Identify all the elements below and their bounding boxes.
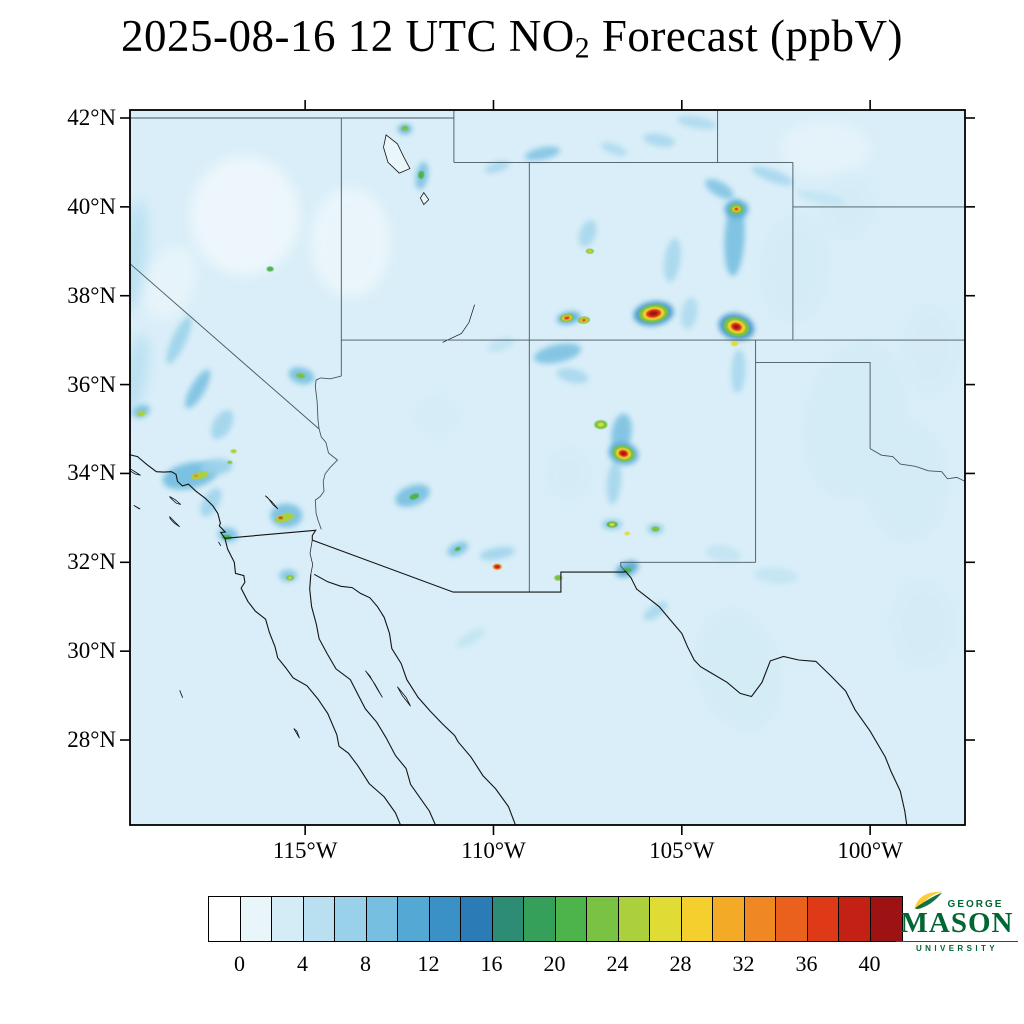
lat-tick-label: 42°N [67, 104, 116, 130]
colorbar-segment [587, 897, 619, 941]
colorbar-segment [429, 897, 461, 941]
colorbar-segment [492, 897, 524, 941]
map-boundaries [130, 110, 965, 825]
colorbar-segment [870, 897, 902, 941]
state-border-line [314, 375, 342, 430]
coastline [313, 573, 517, 825]
colorbar-tick-label: 4 [297, 951, 308, 976]
gmu-leaf-icon [914, 891, 942, 910]
no2-forecast-map [120, 100, 975, 835]
colorbar-tick-label: 24 [606, 951, 629, 976]
lon-tick-label: 110°W [461, 838, 526, 863]
island-outline [397, 686, 411, 707]
lon-tick-label: 105°W [649, 838, 715, 863]
lat-tick-label: 30°N [67, 638, 116, 664]
island-outline [130, 468, 141, 476]
island-outline [169, 516, 180, 528]
colorbar-segment [524, 897, 556, 941]
island-outline [179, 690, 184, 698]
river-line [442, 304, 475, 343]
gmu-logo-university: UNIVERSITY [896, 940, 1018, 953]
colorbar-tick-label: 28 [669, 951, 692, 976]
lat-tick-label: 32°N [67, 549, 116, 575]
state-border-line [755, 361, 871, 449]
axis-ticks [120, 100, 975, 835]
gmu-logo: GEORGE MASON UNIVERSITY [894, 889, 1020, 953]
state-border-line [620, 561, 756, 572]
title-text-left: 2025-08-16 12 UTC NO [121, 11, 575, 61]
lat-tick-label: 34°N [67, 460, 116, 486]
colorbar-segment [335, 897, 367, 941]
lat-tick-label: 36°N [67, 371, 116, 397]
gmu-logo-top-row: GEORGE [894, 889, 1020, 910]
colorbar-tick-label: 8 [360, 951, 371, 976]
coastline [130, 454, 402, 825]
colorbar-segment [303, 897, 335, 941]
coastline [224, 529, 908, 825]
map-frame [129, 109, 966, 826]
colorbar-segment [839, 897, 871, 941]
colorbar-tick-label: 12 [417, 951, 440, 976]
lake-outline [383, 134, 411, 174]
colorbar [208, 896, 903, 942]
colorbar-segment [681, 897, 713, 941]
lon-tick-label: 115°W [272, 838, 338, 863]
island-outline [169, 496, 182, 505]
island-outline [293, 728, 300, 739]
colorbar-segment [366, 897, 398, 941]
coastline [309, 574, 437, 825]
colorbar-segment [209, 897, 241, 941]
lat-tick-label: 38°N [67, 282, 116, 308]
state-border-line [130, 263, 320, 430]
gmu-logo-mason: MASON [900, 907, 1014, 939]
colorbar-tick-label: 40 [858, 951, 881, 976]
colorbar-tick-label: 0 [234, 951, 245, 976]
colorbar-segment [555, 897, 587, 941]
state-border-line [314, 428, 339, 530]
colorbar-tick-label: 32 [732, 951, 755, 976]
colorbar-tick-label: 36 [795, 951, 818, 976]
island-outline [218, 541, 222, 547]
colorbar-segment [650, 897, 682, 941]
colorbar-segment [240, 897, 272, 941]
title-text-right: Forecast (ppbV) [590, 11, 903, 61]
colorbar-segment [461, 897, 493, 941]
gmu-logo-george: GEORGE [947, 899, 1004, 910]
colorbar-tick-label: 16 [480, 951, 503, 976]
colorbar-segment [807, 897, 839, 941]
lake-outline [264, 495, 279, 510]
river-line [309, 540, 314, 575]
colorbar-segment [272, 897, 304, 941]
colorbar-segment [776, 897, 808, 941]
no2-concentration-layer [130, 115, 963, 730]
lake-outline [419, 191, 430, 206]
colorbar-tick-label: 20 [543, 951, 566, 976]
state-border-line [869, 448, 965, 482]
colorbar-segment [618, 897, 650, 941]
lon-tick-label: 100°W [837, 838, 903, 863]
colorbar-segment [713, 897, 745, 941]
lat-tick-label: 40°N [67, 193, 116, 219]
island-outline [133, 505, 141, 510]
title-subscript: 2 [574, 32, 591, 65]
island-outline [365, 670, 383, 698]
colorbar-segment [398, 897, 430, 941]
figure-title: 2025-08-16 12 UTC NO2 Forecast (ppbV) [0, 10, 1024, 66]
colorbar-segment [744, 897, 776, 941]
lat-tick-label: 28°N [67, 727, 116, 753]
